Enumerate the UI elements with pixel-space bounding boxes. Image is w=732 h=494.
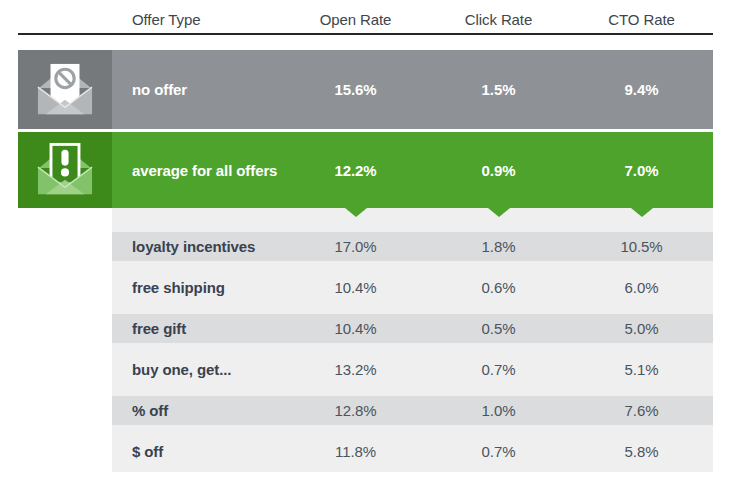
triangle-down-icon	[488, 208, 510, 217]
triangle-down-icon	[345, 208, 367, 217]
row-label: average for all offers	[112, 162, 284, 179]
click-rate-value: 0.7%	[427, 361, 570, 378]
cto-rate-value: 9.4%	[570, 81, 713, 98]
cto-rate-value: 7.0%	[570, 162, 713, 179]
click-rate-value: 1.8%	[427, 238, 570, 255]
envelope-no-offer-icon	[18, 50, 112, 129]
cto-rate-value: 7.6%	[570, 402, 713, 419]
row-label: free gift	[112, 320, 284, 337]
row-average-all-offers: average for all offers 12.2% 0.9% 7.0%	[18, 132, 713, 208]
cto-rate-value: 5.8%	[570, 443, 713, 460]
cto-rate-value: 6.0%	[570, 279, 713, 296]
data-rows: loyalty incentives 17.0% 1.8% 10.5% free…	[112, 208, 713, 472]
table-content: Offer Type Open Rate Click Rate CTO Rate…	[18, 6, 713, 472]
offer-rates-table: Offer Type Open Rate Click Rate CTO Rate…	[0, 0, 732, 494]
table-header: Offer Type Open Rate Click Rate CTO Rate	[18, 6, 713, 35]
table-row: % off 12.8% 1.0% 7.6%	[112, 390, 713, 431]
col-header-open-rate: Open Rate	[284, 11, 427, 28]
click-rate-value: 0.5%	[427, 320, 570, 337]
col-header-offer-type: Offer Type	[112, 11, 284, 28]
click-rate-value: 1.0%	[427, 402, 570, 419]
open-rate-value: 12.2%	[284, 162, 427, 179]
row-no-offer: no offer 15.6% 1.5% 9.4%	[18, 50, 713, 129]
open-rate-value: 13.2%	[284, 361, 427, 378]
click-rate-value: 1.5%	[427, 81, 570, 98]
cto-rate-value: 10.5%	[570, 238, 713, 255]
triangle-down-icon	[631, 208, 653, 217]
table-row: free gift 10.4% 0.5% 5.0%	[112, 308, 713, 349]
open-rate-value: 10.4%	[284, 320, 427, 337]
open-rate-value: 10.4%	[284, 279, 427, 296]
table-row: buy one, get... 13.2% 0.7% 5.1%	[112, 349, 713, 390]
table-row: loyalty incentives 17.0% 1.8% 10.5%	[112, 226, 713, 267]
row-label: buy one, get...	[112, 361, 284, 378]
open-rate-value: 11.8%	[284, 443, 427, 460]
open-rate-value: 17.0%	[284, 238, 427, 255]
click-rate-value: 0.9%	[427, 162, 570, 179]
row-label: % off	[112, 402, 284, 419]
click-rate-value: 0.6%	[427, 279, 570, 296]
open-rate-value: 15.6%	[284, 81, 427, 98]
row-label: no offer	[112, 81, 284, 98]
table-row: free shipping 10.4% 0.6% 6.0%	[112, 267, 713, 308]
data-rows-area: loyalty incentives 17.0% 1.8% 10.5% free…	[112, 208, 713, 472]
envelope-alert-icon	[18, 132, 112, 208]
cto-rate-value: 5.1%	[570, 361, 713, 378]
row-label: loyalty incentives	[112, 238, 284, 255]
row-label: $ off	[112, 443, 284, 460]
open-rate-value: 12.8%	[284, 402, 427, 419]
click-rate-value: 0.7%	[427, 443, 570, 460]
col-header-click-rate: Click Rate	[427, 11, 570, 28]
col-header-cto-rate: CTO Rate	[570, 11, 713, 28]
row-label: free shipping	[112, 279, 284, 296]
column-pointer-row	[112, 208, 713, 217]
cto-rate-value: 5.0%	[570, 320, 713, 337]
table-row: $ off 11.8% 0.7% 5.8%	[112, 431, 713, 472]
